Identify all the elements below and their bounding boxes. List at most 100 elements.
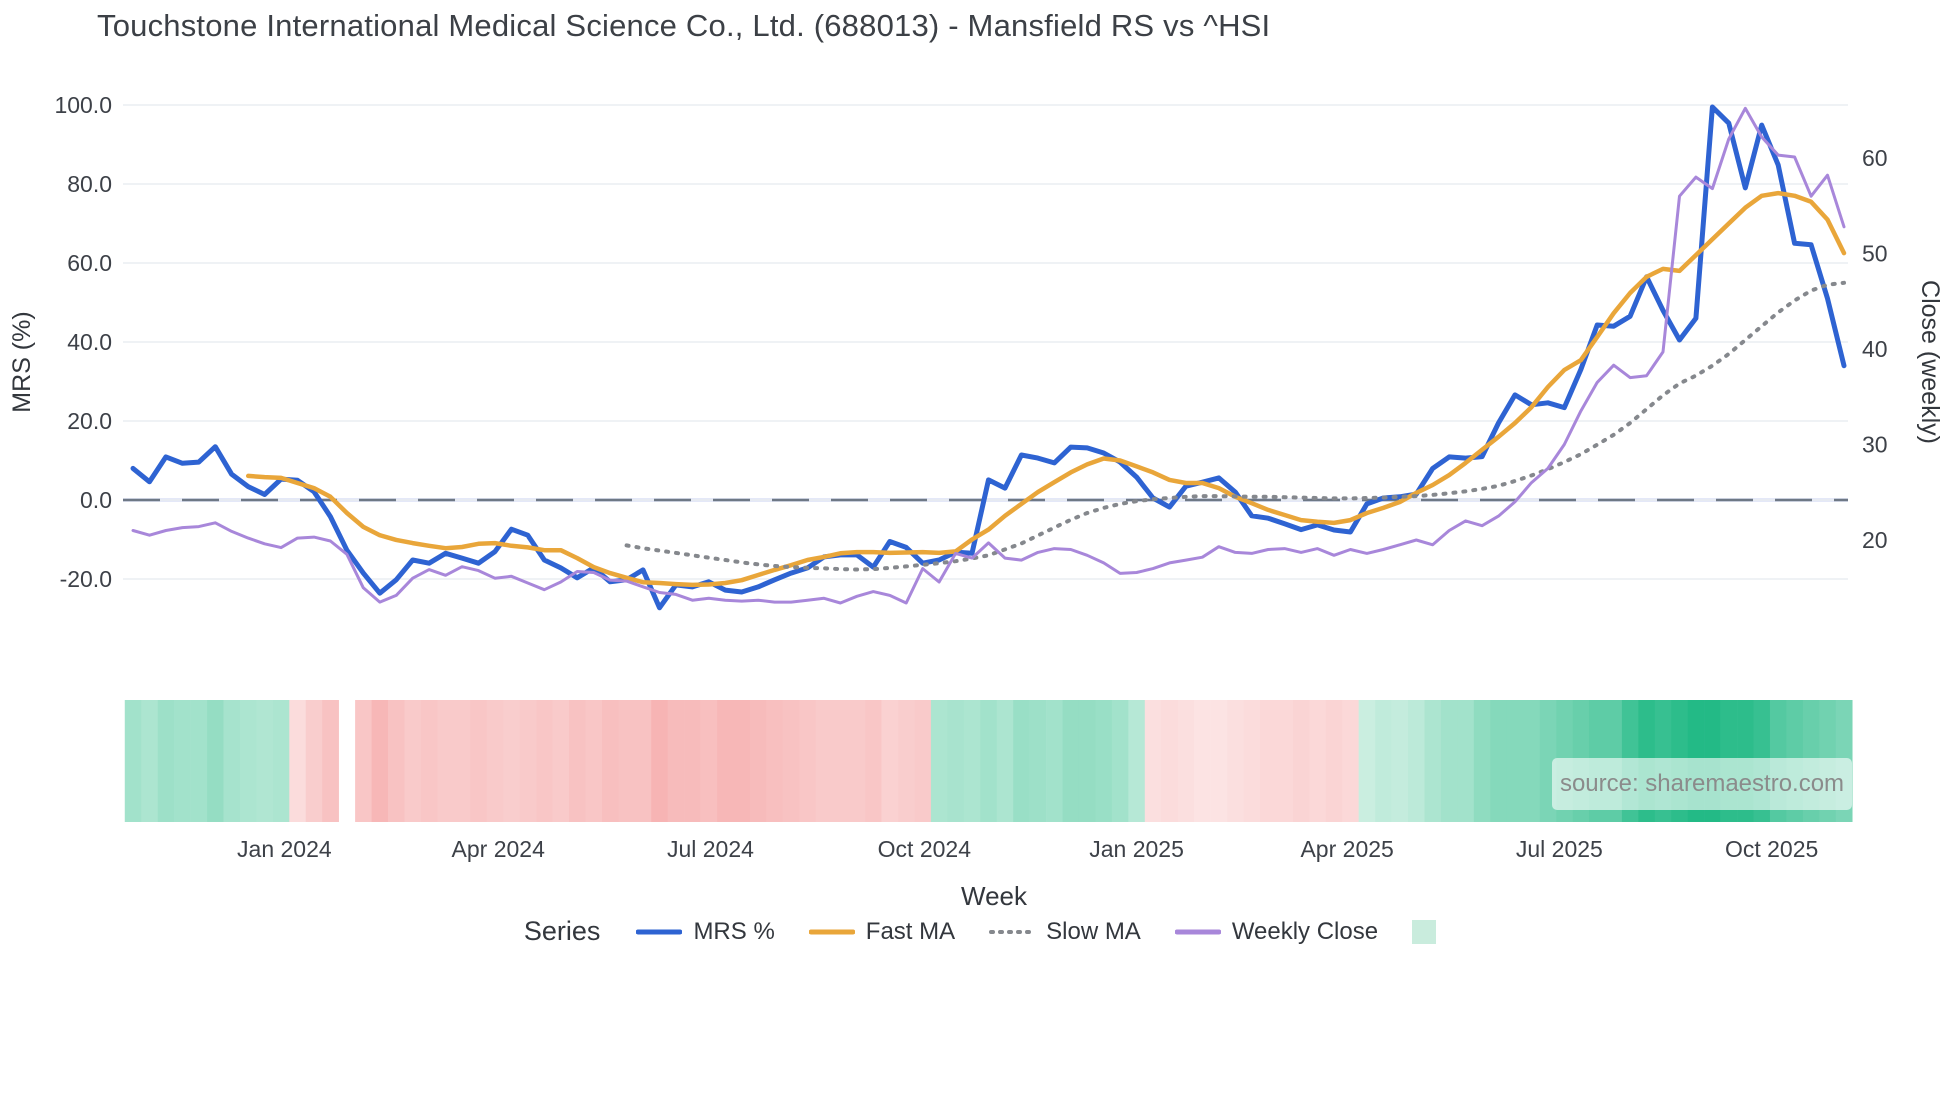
x-tick-label: Jan 2025 xyxy=(1089,836,1184,862)
heatmap-cell xyxy=(1424,700,1442,822)
heatmap-cell xyxy=(815,700,833,822)
heatmap-cell xyxy=(453,700,471,822)
y-left-tick-label: 0.0 xyxy=(80,487,112,513)
y-left-tick-label: 20.0 xyxy=(67,408,112,434)
heatmap-cell xyxy=(963,700,981,822)
heatmap-cell xyxy=(717,700,734,822)
x-axis-title: Week xyxy=(961,881,1028,911)
x-tick-label: Jul 2025 xyxy=(1516,836,1603,862)
heatmap-cell xyxy=(1177,700,1195,822)
heatmap-cell xyxy=(503,700,520,822)
heatmap-cell xyxy=(1078,700,1096,822)
y-left-tick-label: 80.0 xyxy=(67,171,112,197)
heatmap-cell xyxy=(684,700,701,822)
heatmap-cell xyxy=(289,700,307,822)
heatmap-cell xyxy=(1029,700,1047,822)
heatmap-cell xyxy=(1375,700,1392,822)
heatmap-cell xyxy=(371,700,389,822)
heatmap-cell xyxy=(322,700,339,822)
heatmap-cell xyxy=(1457,700,1475,822)
heatmap-cell xyxy=(947,700,965,822)
source-watermark-text: source: sharemaestro.com xyxy=(1559,770,1845,797)
heatmap-cell xyxy=(174,700,191,822)
heatmap-cell xyxy=(700,700,718,822)
heatmap-cell xyxy=(1292,700,1310,822)
legend-item-label: Fast MA xyxy=(865,917,956,945)
legend-item xyxy=(1412,919,1437,944)
heatmap-cell xyxy=(1440,700,1458,822)
x-tick-label: Oct 2024 xyxy=(878,836,972,862)
heatmap-cell xyxy=(1013,700,1030,822)
heatmap-cell xyxy=(239,700,257,822)
heatmap-cell xyxy=(865,700,882,822)
y-right-tick-label: 30 xyxy=(1862,432,1888,458)
heatmap-cell xyxy=(536,700,553,822)
y-left-tick-label: 100.0 xyxy=(54,92,112,118)
heatmap-cell xyxy=(749,700,767,822)
heatmap-cell xyxy=(1358,700,1376,822)
heatmap-cell xyxy=(1243,700,1261,822)
source-watermark: source: sharemaestro.com xyxy=(1552,758,1852,810)
chart-title: Touchstone International Medical Science… xyxy=(97,8,1271,43)
fast-ma-line xyxy=(245,190,1847,588)
heatmap-cell xyxy=(634,700,652,822)
legend-line-swatch xyxy=(636,929,683,934)
heatmap-cell xyxy=(272,700,290,822)
heatmap-cell xyxy=(651,700,668,822)
heatmap-cell xyxy=(1095,700,1113,822)
heatmap-cell xyxy=(1391,700,1409,822)
heatmap-cell xyxy=(1128,700,1146,822)
heatmap-cell xyxy=(1523,700,1540,822)
heatmap-cell xyxy=(1309,700,1327,822)
x-tick-label: Jan 2024 xyxy=(237,836,332,862)
heatmap-cell xyxy=(1506,700,1524,822)
legend: Series MRS % Fast MA Slow MA Weekly Close xyxy=(0,916,1960,947)
heatmap-cell xyxy=(914,700,932,822)
heatmap-cell xyxy=(1046,700,1063,822)
heatmap-cell xyxy=(124,700,142,822)
heatmap-cell xyxy=(486,700,504,822)
heatmap-cell xyxy=(881,700,899,822)
heatmap-cell xyxy=(1490,700,1508,822)
legend-line-swatch xyxy=(808,929,855,934)
heatmap-cell xyxy=(157,700,175,822)
heatmap-cell xyxy=(832,700,849,822)
heatmap-cell xyxy=(404,700,422,822)
heatmap-cell xyxy=(930,700,948,822)
heatmap-cell xyxy=(388,700,405,822)
heatmap-cell xyxy=(1473,700,1491,822)
y-left-tick-label: 40.0 xyxy=(67,329,112,355)
x-tick-label: Jul 2024 xyxy=(667,836,754,862)
heatmap-cell xyxy=(1210,700,1228,822)
x-tick-label: Oct 2025 xyxy=(1725,836,1818,862)
heatmap-cell xyxy=(141,700,158,822)
heatmap-cell xyxy=(898,700,915,822)
legend-item-label: Weekly Close xyxy=(1231,917,1379,945)
heatmap-cell xyxy=(585,700,603,822)
legend-dotted-swatch xyxy=(989,929,1036,934)
heatmap-cell xyxy=(568,700,586,822)
legend-line-swatch xyxy=(1174,929,1221,934)
legend-item: MRS % xyxy=(636,918,775,946)
heatmap-cell xyxy=(552,700,570,822)
y-right-tick-label: 40 xyxy=(1862,336,1888,362)
heatmap-cell xyxy=(1227,700,1244,822)
heatmap-cell xyxy=(782,700,800,822)
heatmap-cell xyxy=(1259,700,1277,822)
legend-item: Fast MA xyxy=(808,917,956,946)
weekly-close-line xyxy=(131,106,1846,605)
heatmap-cell xyxy=(223,700,241,822)
heatmap-cell xyxy=(766,700,784,822)
heatmap-cell xyxy=(1276,700,1294,822)
heatmap-cell xyxy=(190,700,208,822)
mrs-line xyxy=(130,104,1847,611)
heatmap-cell xyxy=(601,700,619,822)
x-tick-label: Apr 2025 xyxy=(1300,836,1393,862)
heatmap-cell xyxy=(1144,700,1162,822)
heatmap-cell xyxy=(799,700,817,822)
y-left-tick-label: -20.0 xyxy=(60,566,112,592)
heatmap-cell xyxy=(207,700,224,822)
heatmap-cell xyxy=(1194,700,1211,822)
legend-item: Slow MA xyxy=(989,918,1141,946)
x-tick-label: Apr 2024 xyxy=(452,836,546,862)
